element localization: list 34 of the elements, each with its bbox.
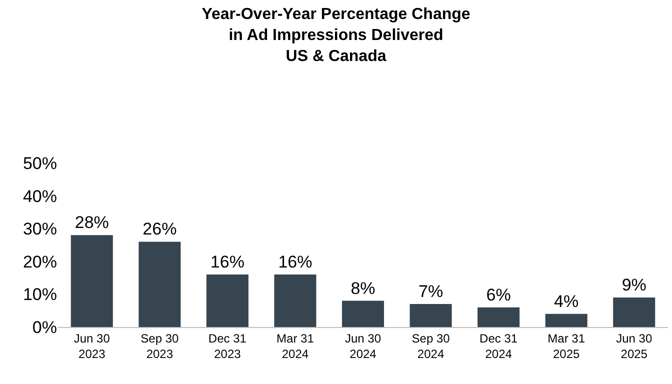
y-tick-label: 0%: [32, 318, 57, 337]
data-label: 7%: [418, 282, 444, 302]
bar: [410, 304, 452, 327]
data-label: 16%: [210, 252, 244, 272]
bar: [138, 242, 181, 327]
data-label: 9%: [622, 275, 646, 294]
bar: [613, 297, 656, 327]
data-label: 28%: [74, 213, 109, 232]
x-tick-label: Sep 30 2024: [412, 331, 450, 361]
data-label: 16%: [278, 252, 312, 272]
data-label: 6%: [486, 285, 511, 304]
y-tick-label: 10%: [22, 285, 57, 304]
x-tick-label: Dec 31 2023: [208, 331, 247, 361]
bar: [478, 307, 520, 327]
y-tick-label: 40%: [22, 186, 57, 206]
x-tick-label: Mar 31 2025: [548, 331, 586, 361]
x-tick-label: Sep 30 2023: [140, 331, 180, 361]
x-tick-label: Jun 30 2024: [344, 331, 382, 361]
bar: [70, 235, 113, 327]
bar: [206, 274, 248, 327]
bar: [545, 314, 588, 327]
y-tick-label: 50%: [22, 154, 57, 173]
data-label: 8%: [350, 278, 376, 298]
x-tick-label: Jun 30 2023: [74, 331, 110, 361]
x-tick-label: Dec 31 2024: [480, 331, 518, 361]
bar: [342, 300, 384, 327]
bar: [274, 274, 316, 327]
data-label: 26%: [142, 220, 177, 239]
chart-title: Year-Over-Year Percentage Change in Ad Impressions Delivered US & Canada: [202, 6, 470, 65]
x-tick-label: Jun 30 2025: [616, 331, 652, 361]
data-label: 4%: [554, 292, 579, 311]
x-tick-label: Mar 31 2024: [276, 331, 314, 361]
y-tick-label: 20%: [22, 252, 57, 272]
y-tick-label: 30%: [22, 220, 57, 239]
